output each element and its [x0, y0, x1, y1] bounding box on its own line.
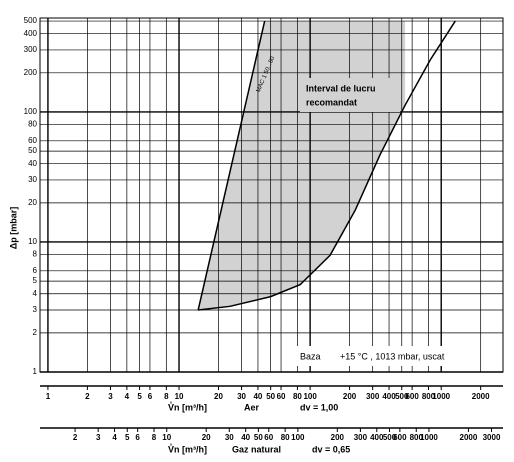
area-layer	[198, 21, 406, 310]
x-tick-label: 2	[85, 392, 90, 401]
y-tick-label: 5	[33, 276, 38, 285]
x-tick-label: 500	[395, 392, 409, 401]
x-tick-label: 40	[253, 392, 262, 401]
x-tick-label: 6	[148, 392, 153, 401]
x-axis-note: Aer	[244, 402, 260, 412]
x2-axis-note: dv = 0,65	[312, 444, 350, 454]
x2-tick-label: 100	[291, 433, 305, 442]
x2-tick-label: 2	[73, 433, 78, 442]
x-tick-label: 20	[214, 392, 223, 401]
x-tick-label: 100	[303, 392, 317, 401]
y-tick-label: 50	[28, 146, 37, 155]
x2-tick-label: 4	[112, 433, 117, 442]
x-tick-label: 60	[277, 392, 286, 401]
x2-tick-label: 500	[383, 433, 397, 442]
x2-tick-label: 300	[354, 433, 368, 442]
annotation: Interval de lucru	[306, 83, 376, 93]
y-tick-label: 300	[24, 45, 38, 54]
y-tick-label: 10	[28, 237, 37, 246]
x-tick-label: 50	[266, 392, 275, 401]
x2-tick-label: 200	[331, 433, 345, 442]
x-tick-label: 8	[164, 392, 169, 401]
grid-layer	[39, 17, 504, 373]
y-tick-label: 20	[28, 198, 37, 207]
y-tick-label: 30	[28, 175, 37, 184]
x-tick-label: 30	[237, 392, 246, 401]
x2-tick-label: 80	[281, 433, 290, 442]
y-tick-label: 4	[33, 289, 38, 298]
y-tick-label: 200	[24, 68, 38, 77]
y-axis-label: Δp [mbar]	[8, 207, 18, 249]
x-tick-label: 600	[405, 392, 419, 401]
x-axis-label: V̊n [m³/h]	[168, 402, 207, 413]
x-tick-label: 1	[46, 392, 51, 401]
boundary-line	[197, 20, 266, 311]
x2-tick-label: 50	[254, 433, 263, 442]
x-axis-note: dv = 1,00	[300, 402, 338, 412]
base-note: +15 °C , 1013 mbar, uscat	[340, 351, 445, 361]
x2-tick-label: 400	[370, 433, 384, 442]
x2-tick-label: 3	[96, 433, 101, 442]
y-tick-label: 2	[33, 328, 38, 337]
x2-tick-label: 3000	[483, 433, 501, 442]
y-tick-label: 6	[33, 266, 38, 275]
y-tick-label: 100	[24, 107, 38, 116]
x2-tick-label: 20	[202, 433, 211, 442]
annotation: recomandat	[306, 97, 357, 107]
x2-axis-label: V̊n [m³/h]	[168, 444, 207, 455]
x-tick-label: 400	[382, 392, 396, 401]
note-bg	[293, 346, 470, 366]
x-tick-label: 3	[108, 392, 113, 401]
x2-axis-note: Gaz natural	[232, 444, 281, 454]
x2-tick-label: 10	[162, 433, 171, 442]
y-tick-label: 60	[28, 136, 37, 145]
boundary-line	[198, 20, 456, 311]
lines-layer	[197, 20, 456, 311]
y-tick-label: 1	[33, 367, 38, 376]
y-tick-label: 8	[33, 250, 38, 259]
recommended-area	[198, 21, 406, 310]
y-tick-label: 400	[24, 29, 38, 38]
y-tick-label: 80	[28, 120, 37, 129]
x-tick-label: 800	[422, 392, 436, 401]
annotation-bg	[300, 78, 400, 112]
x2-tick-label: 2000	[460, 433, 478, 442]
base-note: Baza	[300, 351, 321, 361]
x2-tick-label: 5	[125, 433, 130, 442]
x2-tick-label: 600	[393, 433, 407, 442]
x-tick-label: 10	[175, 392, 184, 401]
x2-tick-label: 60	[264, 433, 273, 442]
x2-tick-label: 1000	[420, 433, 438, 442]
x-tick-label: 1000	[432, 392, 450, 401]
y-tick-label: 500	[24, 16, 38, 25]
x2-tick-label: 800	[410, 433, 424, 442]
x2-tick-label: 40	[241, 433, 250, 442]
x2-tick-label: 30	[225, 433, 234, 442]
x-tick-label: 300	[366, 392, 380, 401]
x2-tick-label: 6	[135, 433, 140, 442]
y-tick-label: 40	[28, 159, 37, 168]
x-tick-label: 5	[137, 392, 142, 401]
x2-tick-label: 8	[152, 433, 157, 442]
x-tick-label: 200	[343, 392, 357, 401]
y-tick-label: 3	[33, 305, 38, 314]
x-tick-label: 4	[125, 392, 130, 401]
plot-frame	[39, 17, 504, 373]
x-tick-label: 80	[293, 392, 302, 401]
x-tick-label: 2000	[472, 392, 490, 401]
